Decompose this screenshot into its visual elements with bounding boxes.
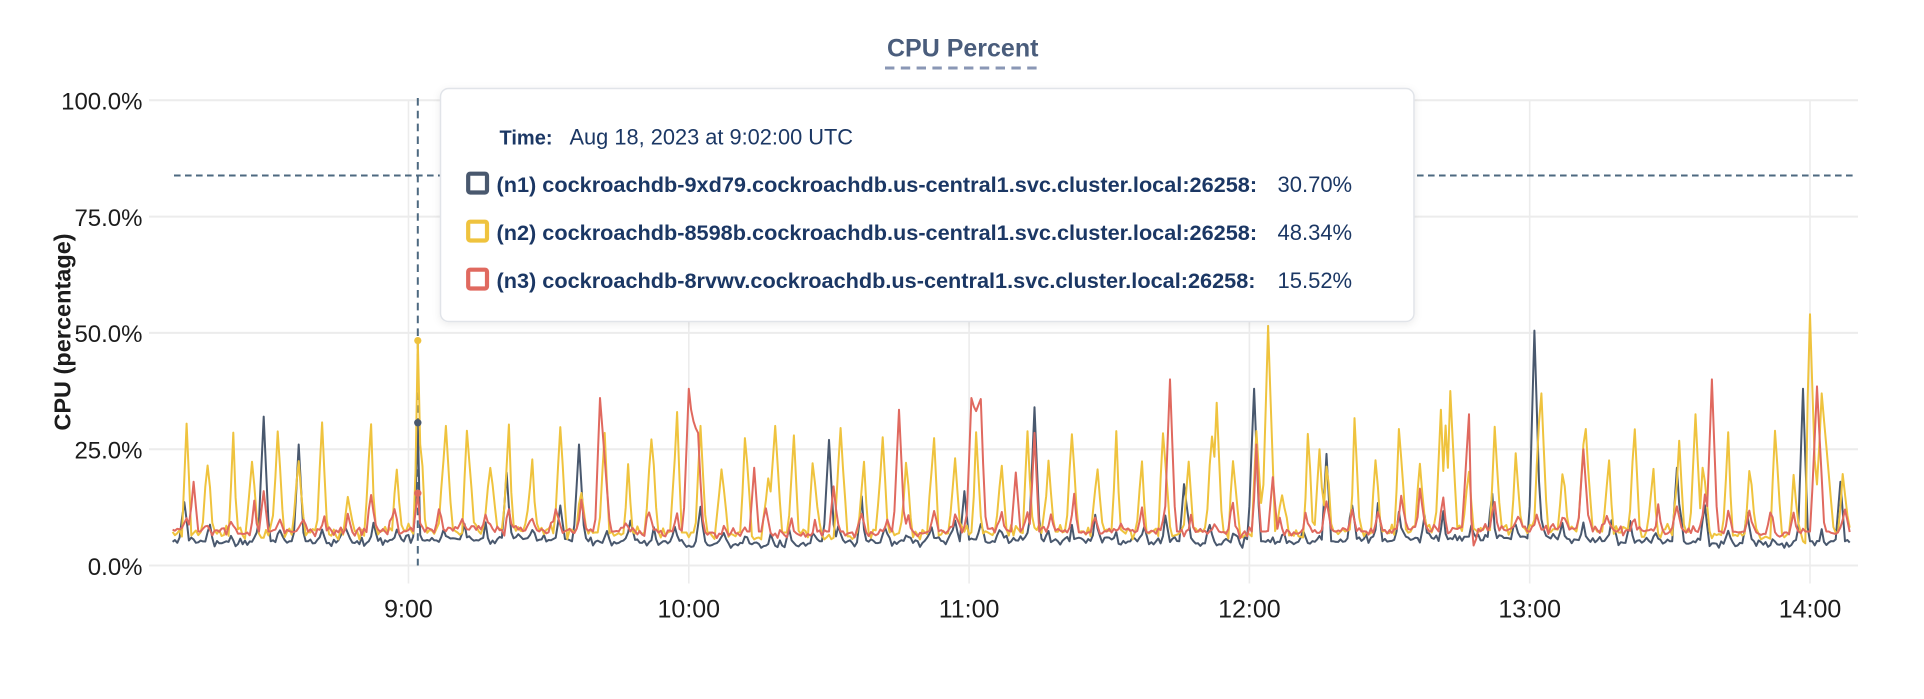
svg-text:13:00: 13:00 <box>1498 596 1561 624</box>
svg-text:(n3) cockroachdb-8rvwv.cockroa: (n3) cockroachdb-8rvwv.cockroachdb.us-ce… <box>497 268 1256 293</box>
svg-text:CPU Percent: CPU Percent <box>887 34 1039 62</box>
svg-text:48.34%: 48.34% <box>1278 220 1353 245</box>
svg-text:75.0%: 75.0% <box>74 205 142 232</box>
svg-text:9:00: 9:00 <box>384 596 433 624</box>
svg-text:Time:: Time: <box>500 128 553 150</box>
svg-text:10:00: 10:00 <box>658 596 721 624</box>
svg-text:12:00: 12:00 <box>1218 596 1281 624</box>
svg-text:(n1) cockroachdb-9xd79.cockroa: (n1) cockroachdb-9xd79.cockroachdb.us-ce… <box>497 172 1258 197</box>
svg-text:15.52%: 15.52% <box>1278 268 1353 293</box>
svg-text:100.0%: 100.0% <box>61 89 142 116</box>
svg-text:CPU (percentage): CPU (percentage) <box>49 233 75 430</box>
svg-text:25.0%: 25.0% <box>74 438 142 465</box>
svg-text:50.0%: 50.0% <box>74 321 142 348</box>
svg-text:0.0%: 0.0% <box>88 554 143 581</box>
svg-text:(n2) cockroachdb-8598b.cockroa: (n2) cockroachdb-8598b.cockroachdb.us-ce… <box>497 220 1258 245</box>
svg-text:30.70%: 30.70% <box>1278 172 1353 197</box>
svg-text:Aug 18, 2023 at 9:02:00 UTC: Aug 18, 2023 at 9:02:00 UTC <box>570 125 854 150</box>
svg-text:11:00: 11:00 <box>939 596 1000 624</box>
svg-text:14:00: 14:00 <box>1779 596 1842 624</box>
